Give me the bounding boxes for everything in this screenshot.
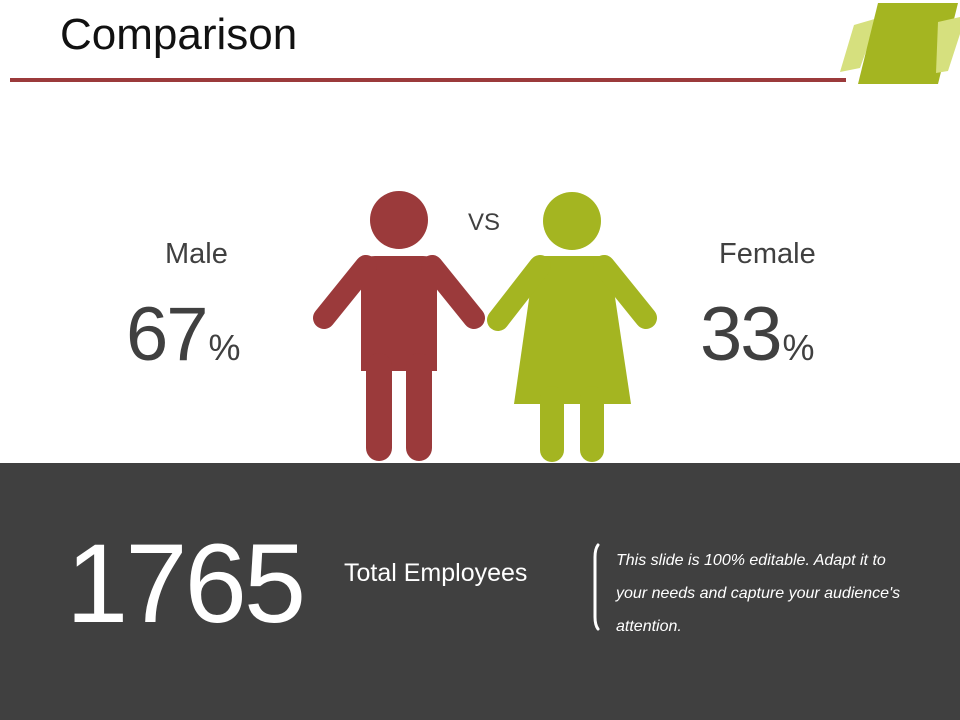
total-employees-label: Total Employees <box>344 559 528 587</box>
male-percentage: 67% <box>126 297 241 373</box>
page-title: Comparison <box>60 10 298 59</box>
female-figure-icon <box>487 192 657 462</box>
total-employees-value: 1765 <box>66 521 306 646</box>
male-percentage-value: 67 <box>126 292 209 377</box>
male-figure-icon <box>313 191 485 461</box>
figures-illustration <box>313 191 657 462</box>
female-percentage-unit: % <box>782 327 815 368</box>
male-percentage-unit: % <box>208 327 241 368</box>
vs-label: VS <box>468 209 501 236</box>
editable-note: This slide is 100% editable. Adapt it to… <box>616 552 901 635</box>
bracket-divider-icon <box>593 543 600 631</box>
title-underline <box>10 78 846 82</box>
female-percentage: 33% <box>700 297 815 373</box>
female-label: Female <box>719 238 816 270</box>
female-percentage-value: 33 <box>700 292 783 377</box>
summary-panel <box>0 463 960 720</box>
male-label: Male <box>165 238 228 270</box>
corner-decoration-icon <box>840 3 960 84</box>
